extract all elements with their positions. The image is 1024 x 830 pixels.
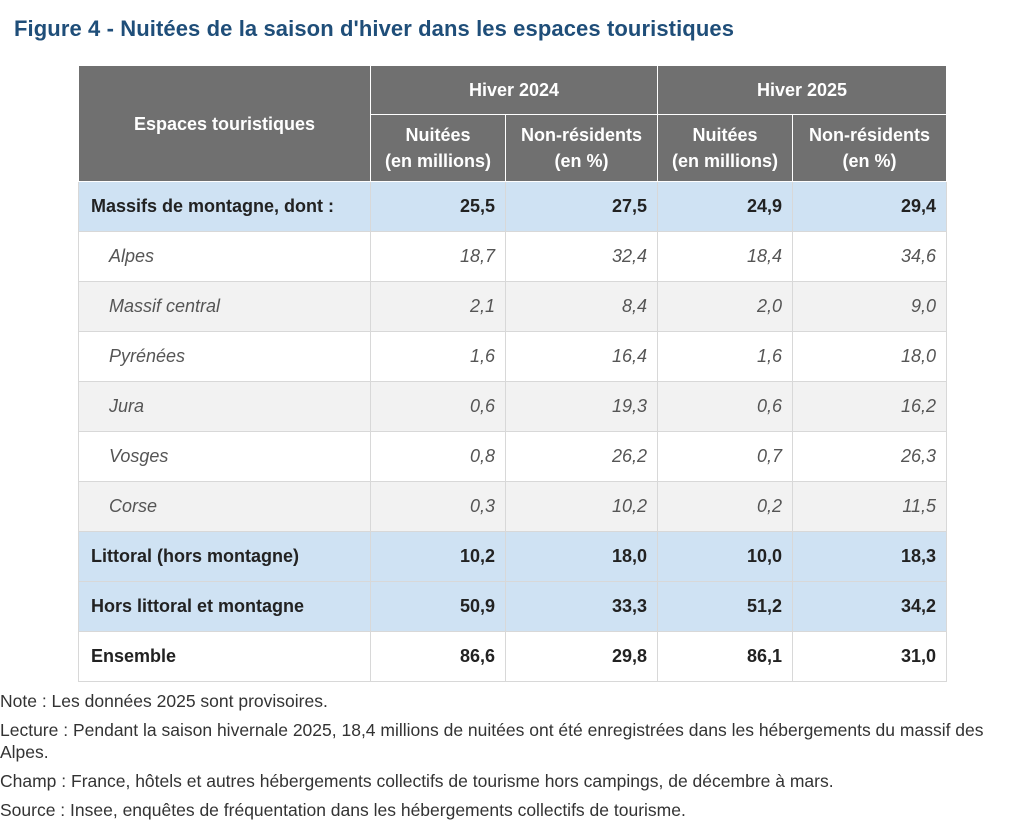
table-cell: 1,6 bbox=[370, 331, 506, 382]
table-cell: 34,6 bbox=[792, 231, 948, 282]
table-cell: 10,0 bbox=[657, 531, 794, 582]
column-header-line: Nuitées bbox=[405, 125, 471, 145]
table-cell: 16,4 bbox=[504, 331, 659, 382]
table-cell: 10,2 bbox=[370, 531, 506, 582]
table-cell: 34,2 bbox=[792, 581, 948, 632]
table-cell: 11,5 bbox=[792, 481, 948, 532]
table-cell: 0,8 bbox=[370, 431, 506, 482]
table-row: Hors littoral et montagne 50,9 33,3 51,2… bbox=[78, 581, 948, 632]
figure-title: Figure 4 - Nuitées de la saison d'hiver … bbox=[14, 16, 735, 41]
table-row: Alpes 18,7 32,4 18,4 34,6 bbox=[78, 231, 948, 282]
row-label: Vosges bbox=[78, 431, 371, 482]
table-cell: 16,2 bbox=[792, 381, 948, 432]
table-row: Jura 0,6 19,3 0,6 16,2 bbox=[78, 381, 948, 432]
column-header-line: (en millions) bbox=[672, 151, 779, 171]
table-row: Littoral (hors montagne) 10,2 18,0 10,0 … bbox=[78, 531, 948, 582]
row-label: Corse bbox=[78, 481, 371, 532]
notes-section: Note : Les données 2025 sont provisoires… bbox=[0, 690, 1024, 828]
table-cell: 0,6 bbox=[370, 381, 506, 432]
table-row: Massifs de montagne, dont : 25,5 27,5 24… bbox=[78, 181, 948, 232]
table-cell: 86,6 bbox=[370, 631, 506, 682]
row-header-cell: Espaces touristiques bbox=[78, 65, 371, 182]
table-cell: 18,7 bbox=[370, 231, 506, 282]
column-header-line: Nuitées bbox=[692, 125, 758, 145]
row-label: Alpes bbox=[78, 231, 371, 282]
table-cell: 2,1 bbox=[370, 281, 506, 332]
column-header-line: (en millions) bbox=[384, 151, 491, 171]
row-label: Massif central bbox=[78, 281, 371, 332]
table-cell: 2,0 bbox=[657, 281, 794, 332]
table-row-total: Ensemble 86,6 29,8 86,1 31,0 bbox=[78, 631, 948, 682]
row-label: Pyrénées bbox=[78, 331, 371, 382]
row-label: Hors littoral et montagne bbox=[78, 581, 371, 632]
table-cell: 18,0 bbox=[504, 531, 659, 582]
column-header: Non-résidents (en %) bbox=[792, 114, 948, 182]
table-cell: 25,5 bbox=[370, 181, 506, 232]
column-group-header: Hiver 2024 bbox=[369, 65, 659, 115]
column-header-line: (en %) bbox=[554, 151, 609, 171]
table-cell: 8,4 bbox=[504, 281, 659, 332]
table-cell: 86,1 bbox=[657, 631, 794, 682]
column-header: Non-résidents (en %) bbox=[504, 114, 659, 182]
data-table: Espaces touristiques Hiver 2024 Hiver 20… bbox=[78, 65, 948, 682]
table-row: Vosges 0,8 26,2 0,7 26,3 bbox=[78, 431, 948, 482]
column-header-line: Non-résidents bbox=[520, 125, 643, 145]
column-group-header: Hiver 2025 bbox=[657, 65, 948, 115]
table-row: Massif central 2,1 8,4 2,0 9,0 bbox=[78, 281, 948, 332]
table-cell: 0,2 bbox=[657, 481, 794, 532]
table-row: Pyrénées 1,6 16,4 1,6 18,0 bbox=[78, 331, 948, 382]
row-label: Ensemble bbox=[78, 631, 371, 682]
note-text: Note : Les données 2025 sont provisoires… bbox=[0, 691, 328, 711]
row-label: Jura bbox=[78, 381, 371, 432]
table-cell: 29,8 bbox=[504, 631, 659, 682]
scope-text: Champ : France, hôtels et autres héberge… bbox=[0, 771, 834, 791]
row-label: Littoral (hors montagne) bbox=[78, 531, 371, 582]
table-cell: 0,7 bbox=[657, 431, 794, 482]
table-cell: 18,4 bbox=[657, 231, 794, 282]
table-cell: 24,9 bbox=[657, 181, 794, 232]
table-cell: 26,2 bbox=[504, 431, 659, 482]
table-cell: 51,2 bbox=[657, 581, 794, 632]
table-cell: 27,5 bbox=[504, 181, 659, 232]
column-header: Nuitées (en millions) bbox=[657, 114, 794, 182]
source-text: Source : Insee, enquêtes de fréquentatio… bbox=[0, 800, 686, 820]
table-row: Corse 0,3 10,2 0,2 11,5 bbox=[78, 481, 948, 532]
table-cell: 33,3 bbox=[504, 581, 659, 632]
table-cell: 10,2 bbox=[504, 481, 659, 532]
table-cell: 18,0 bbox=[792, 331, 948, 382]
table-cell: 32,4 bbox=[504, 231, 659, 282]
table-cell: 9,0 bbox=[792, 281, 948, 332]
table-cell: 0,6 bbox=[657, 381, 794, 432]
table-cell: 18,3 bbox=[792, 531, 948, 582]
column-header: Nuitées (en millions) bbox=[370, 114, 506, 182]
table-cell: 1,6 bbox=[657, 331, 794, 382]
table-cell: 26,3 bbox=[792, 431, 948, 482]
table-cell: 31,0 bbox=[792, 631, 948, 682]
reading-text: Lecture : Pendant la saison hivernale 20… bbox=[0, 720, 984, 762]
table-cell: 50,9 bbox=[370, 581, 506, 632]
table-cell: 29,4 bbox=[792, 181, 948, 232]
row-label: Massifs de montagne, dont : bbox=[78, 181, 371, 232]
column-header-line: Non-résidents bbox=[809, 125, 931, 145]
table-cell: 0,3 bbox=[370, 481, 506, 532]
column-header-line: (en %) bbox=[842, 151, 897, 171]
table-cell: 19,3 bbox=[504, 381, 659, 432]
